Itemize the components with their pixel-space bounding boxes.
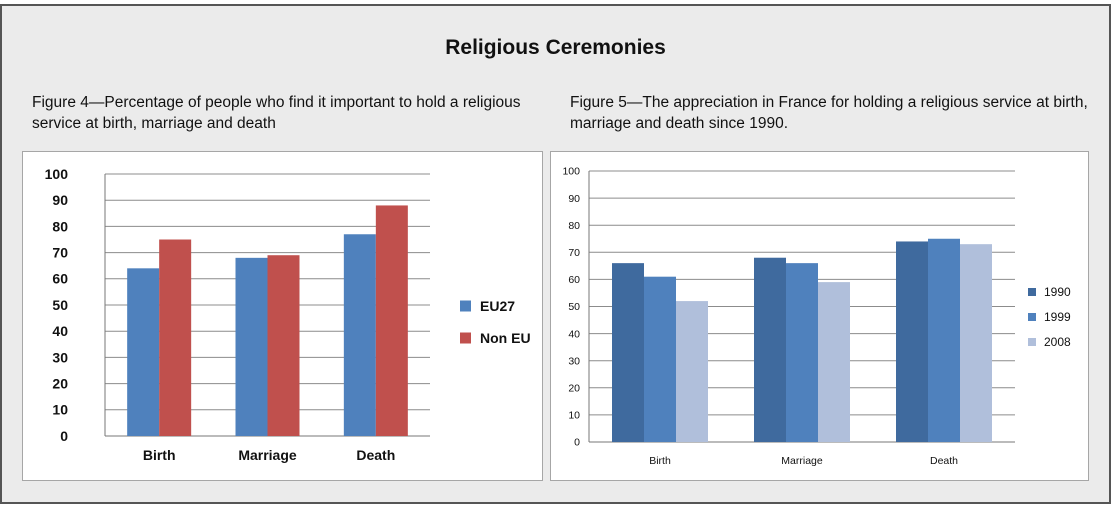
y-tick-label: 50 bbox=[568, 301, 580, 313]
y-tick-label: 100 bbox=[45, 166, 69, 182]
bar-birth-non-eu bbox=[159, 239, 192, 436]
legend-label: 1990 bbox=[1044, 285, 1071, 299]
figure5-chart-panel: 0 10 20 30 40 50 60 70 80 90 100 Birth Marriage Death… bbox=[550, 151, 1089, 481]
page-title: Religious Ceremonies bbox=[445, 36, 666, 59]
y-tick-label: 60 bbox=[52, 271, 68, 287]
figure4-caption: Figure 4—Percentage of people who find i… bbox=[32, 94, 521, 132]
y-tick-label: 0 bbox=[574, 437, 580, 449]
legend-label: EU27 bbox=[480, 298, 515, 314]
legend-label: 1999 bbox=[1044, 310, 1071, 324]
bar-marriage-2008 bbox=[818, 282, 850, 442]
figure5-chart: 0 10 20 30 40 50 60 70 80 90 100 Birth Marriage Death… bbox=[562, 166, 1071, 467]
x-category-label: Death bbox=[930, 455, 958, 467]
legend-swatch bbox=[1028, 288, 1036, 296]
y-tick-label: 40 bbox=[568, 328, 580, 340]
bar-death-non-eu bbox=[375, 205, 408, 436]
y-tick-label: 30 bbox=[568, 355, 580, 367]
y-tick-label: 10 bbox=[52, 402, 68, 418]
x-category-label: Death bbox=[356, 447, 395, 463]
y-tick-label: 100 bbox=[562, 166, 580, 178]
y-tick-label: 90 bbox=[52, 192, 68, 208]
y-tick-label: 80 bbox=[568, 220, 580, 232]
legend-swatch bbox=[1028, 338, 1036, 346]
bar-birth-2008 bbox=[676, 301, 708, 442]
y-tick-label: 70 bbox=[568, 247, 580, 259]
infographic-frame: Religious Ceremonies Figure 4—Percentage… bbox=[0, 4, 1111, 504]
x-category-label: Marriage bbox=[781, 455, 823, 467]
legend-swatch bbox=[460, 300, 471, 312]
figure4-chart-panel: 0 10 20 30 40 50 60 70 80 90 100 Birth Marriage Death… bbox=[22, 151, 543, 481]
bar-death-eu27 bbox=[343, 234, 376, 436]
bar-death-1999 bbox=[928, 238, 960, 442]
figure5-caption: Figure 5—The appreciation in France for … bbox=[570, 94, 1088, 132]
bar-birth-1990 bbox=[612, 263, 644, 442]
y-tick-label: 50 bbox=[52, 297, 68, 313]
y-tick-label: 30 bbox=[52, 349, 68, 365]
bar-death-1990 bbox=[896, 241, 928, 442]
y-tick-label: 10 bbox=[568, 410, 580, 422]
legend-label: Non EU bbox=[480, 330, 531, 346]
legend-label: 2008 bbox=[1044, 335, 1071, 349]
y-tick-label: 0 bbox=[60, 428, 68, 444]
x-category-label: Birth bbox=[649, 455, 671, 467]
bar-marriage-1990 bbox=[754, 257, 786, 442]
y-tick-label: 60 bbox=[568, 274, 580, 286]
y-tick-label: 20 bbox=[568, 382, 580, 394]
y-tick-label: 90 bbox=[568, 193, 580, 205]
y-tick-label: 40 bbox=[52, 323, 68, 339]
figure4-chart: 0 10 20 30 40 50 60 70 80 90 100 Birth Marriage Death… bbox=[45, 166, 531, 463]
y-tick-label: 70 bbox=[52, 245, 68, 261]
bar-birth-1999 bbox=[644, 276, 676, 442]
legend-swatch bbox=[460, 332, 471, 344]
x-category-label: Birth bbox=[143, 447, 176, 463]
bar-marriage-1999 bbox=[786, 263, 818, 442]
y-tick-label: 20 bbox=[52, 376, 68, 392]
bar-marriage-non-eu bbox=[267, 255, 300, 436]
legend-swatch bbox=[1028, 313, 1036, 321]
y-tick-label: 80 bbox=[52, 218, 68, 234]
x-category-label: Marriage bbox=[238, 447, 297, 463]
bar-marriage-eu27 bbox=[235, 257, 268, 436]
bar-birth-eu27 bbox=[127, 268, 160, 436]
bar-death-2008 bbox=[960, 244, 992, 442]
